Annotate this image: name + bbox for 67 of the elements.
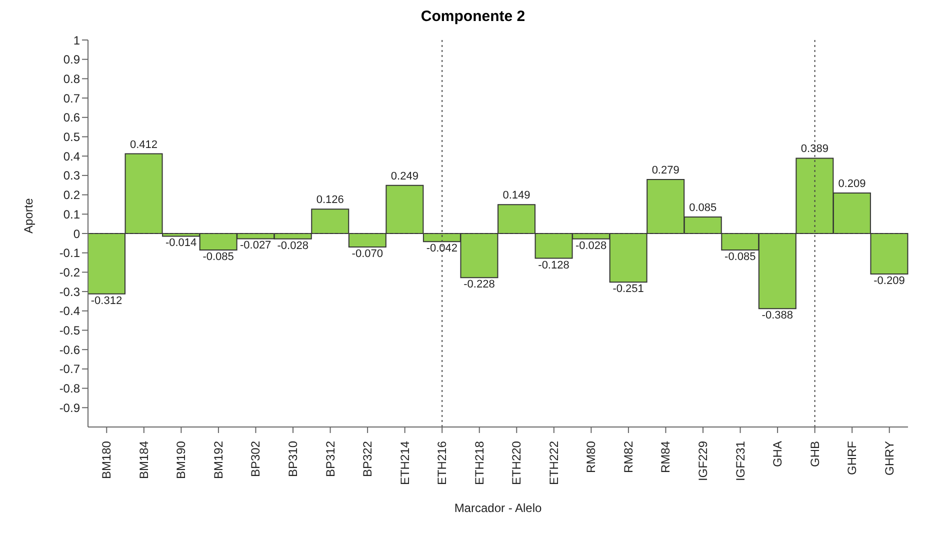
- data-label: -0.014: [165, 237, 197, 250]
- x-tick-label: BP310: [286, 440, 300, 478]
- y-tick-label: -0.1: [59, 246, 80, 260]
- data-label: -0.388: [762, 310, 794, 322]
- y-tick-label: 0: [73, 226, 80, 241]
- x-axis-title: Marcador - Alelo: [454, 501, 542, 515]
- data-label: 0.085: [689, 202, 717, 214]
- data-label: 0.412: [130, 138, 158, 151]
- x-tick-label: RM80: [584, 440, 598, 474]
- y-tick-label: 0.6: [63, 110, 80, 125]
- data-label: -0.027: [240, 240, 272, 252]
- y-tick-label: -0.9: [59, 400, 80, 415]
- y-tick-label: -0.7: [59, 362, 80, 376]
- y-axis-title: Aporte: [21, 198, 36, 234]
- data-label: -0.312: [90, 294, 122, 307]
- y-tick-label: 0.7: [63, 91, 80, 106]
- x-tick-label: BM190: [174, 440, 188, 480]
- y-tick-label: -0.5: [59, 324, 80, 338]
- y-tick-label: -0.6: [59, 342, 80, 357]
- y-tick-label: 0.3: [63, 168, 80, 183]
- x-tick-label: BM180: [100, 440, 114, 480]
- y-tick-label: 1: [73, 33, 80, 48]
- y-tick-label: 0.2: [63, 188, 80, 202]
- x-tick-label: ETH220: [510, 440, 524, 486]
- x-tick-label: GHA: [770, 441, 785, 468]
- chart-title: Componente 2: [420, 8, 526, 27]
- data-label: -0.085: [724, 250, 756, 263]
- data-label: -0.028: [575, 240, 607, 252]
- data-label: 0.209: [838, 178, 866, 190]
- data-label: -0.209: [874, 274, 905, 287]
- x-tick-label: RM84: [658, 440, 673, 474]
- x-tick-label: RM82: [621, 440, 636, 474]
- data-label: 0.149: [502, 190, 530, 202]
- y-tick-label: 0.5: [63, 130, 80, 144]
- data-label: -0.070: [352, 248, 384, 260]
- data-label: 0.126: [316, 194, 344, 206]
- data-label: 0.249: [390, 170, 418, 182]
- data-label: -0.128: [538, 259, 570, 272]
- x-tick-label: BM184: [136, 440, 151, 480]
- x-tick-label: ETH218: [472, 440, 486, 486]
- x-tick-label: BP312: [323, 440, 338, 478]
- y-tick-label: -0.3: [59, 284, 80, 299]
- y-tick-label: 0.1: [63, 207, 80, 222]
- x-tick-label: BP322: [360, 440, 375, 478]
- data-label: -0.251: [612, 283, 644, 296]
- data-label: -0.228: [464, 278, 495, 291]
- x-tick-label: IGF231: [733, 440, 748, 482]
- data-label: 0.389: [800, 143, 828, 156]
- x-tick-label: ETH216: [435, 440, 450, 486]
- y-tick-label: -0.4: [59, 304, 80, 318]
- data-label: -0.085: [202, 250, 234, 263]
- x-tick-label: ETH222: [546, 440, 561, 486]
- y-tick-label: -0.2: [59, 265, 80, 280]
- y-tick-label: 0.9: [63, 52, 80, 67]
- data-label: -0.042: [426, 242, 458, 255]
- x-tick-label: ETH214: [398, 440, 412, 486]
- x-tick-label: IGF229: [696, 440, 710, 482]
- x-tick-label: GHRY: [882, 441, 896, 476]
- y-tick-label: 0.4: [63, 149, 80, 164]
- x-tick-label: BM192: [211, 440, 226, 480]
- x-tick-label: GHRF: [845, 441, 860, 475]
- x-tick-label: GHB: [808, 441, 822, 468]
- x-tick-label: BP302: [248, 440, 263, 478]
- y-tick-label: 0.8: [63, 72, 80, 86]
- data-label: 0.279: [652, 164, 680, 177]
- y-tick-label: -0.8: [59, 382, 80, 396]
- data-label: -0.028: [277, 240, 308, 252]
